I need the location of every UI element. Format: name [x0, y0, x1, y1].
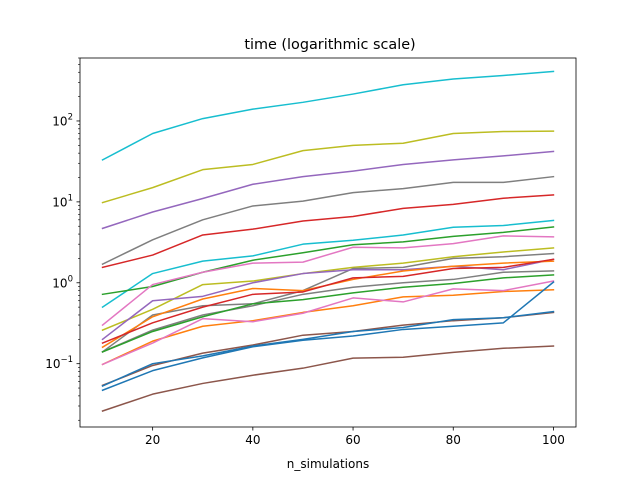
series-line-21 [101, 345, 555, 412]
series-line-2 [101, 130, 555, 204]
y-tick-label: 10−1 [45, 355, 73, 371]
series-line-10 [101, 252, 555, 353]
x-axis-label: n_simulations [287, 457, 369, 471]
series-line-16 [101, 288, 555, 366]
series-layer [101, 70, 555, 412]
series-line-19 [101, 310, 555, 387]
y-tick-label: 101 [52, 193, 73, 209]
series-line-17 [101, 280, 555, 366]
y-axis-ticks: 10−1 100 101 102 [45, 57, 80, 421]
series-line-13 [101, 258, 555, 345]
series-line-9 [101, 247, 555, 332]
series-line-15 [101, 274, 555, 353]
plot-frame [79, 57, 577, 428]
series-line-8 [101, 235, 555, 327]
x-axis-ticks: 20 40 60 80 100 [145, 427, 565, 447]
series-line-7 [101, 226, 555, 296]
x-tick-label: 100 [542, 433, 565, 447]
series-line-6 [101, 219, 555, 309]
series-line-4 [101, 175, 555, 266]
y-tick-label: 102 [52, 112, 73, 128]
x-tick-label: 40 [245, 433, 260, 447]
series-line-1 [101, 70, 555, 161]
x-tick-label: 20 [145, 433, 160, 447]
series-line-5 [101, 194, 555, 269]
series-line-14 [101, 270, 555, 353]
series-line-20 [101, 281, 555, 392]
series-line-3 [101, 150, 555, 230]
series-line-11 [101, 258, 555, 341]
x-tick-label: 60 [345, 433, 360, 447]
chart-title: time (logarithmic scale) [244, 37, 415, 53]
y-tick-label: 100 [52, 274, 73, 290]
x-tick-label: 80 [446, 433, 461, 447]
